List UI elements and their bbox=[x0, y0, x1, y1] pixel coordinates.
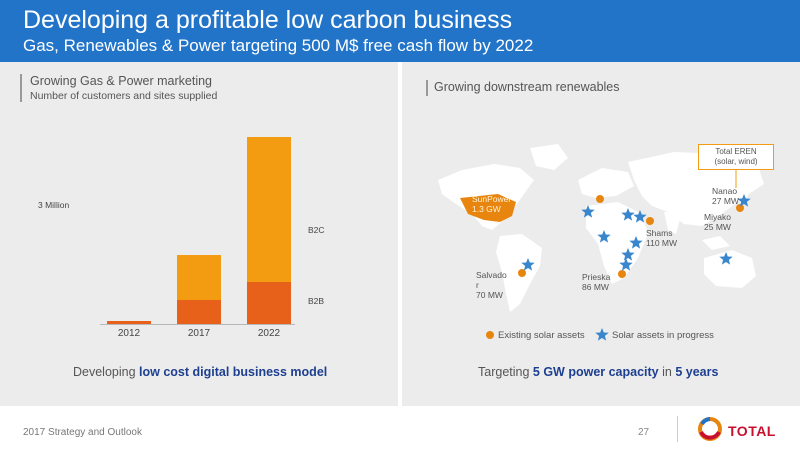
section-divider bbox=[426, 80, 428, 96]
asia-landmass bbox=[628, 152, 764, 226]
star-icon bbox=[521, 258, 535, 271]
existing-asset-dot-shams bbox=[646, 217, 654, 225]
section-title: Growing Gas & Power marketing bbox=[30, 74, 213, 88]
bar-b2b-2017 bbox=[177, 299, 221, 324]
existing-asset-dot-salvador bbox=[518, 269, 526, 277]
label-shams: Shams 110 MW bbox=[646, 228, 678, 249]
gas-power-panel: Growing Gas & Power marketing Number of … bbox=[0, 62, 398, 406]
australia-landmass bbox=[704, 250, 756, 288]
greenland-landmass bbox=[530, 144, 568, 170]
callout-line-2: (solar, wind) bbox=[714, 157, 758, 166]
star-icon bbox=[597, 230, 611, 243]
x-tick-2017: 2017 bbox=[187, 328, 211, 339]
page-subtitle: Gas, Renewables & Power targeting 500 M$… bbox=[23, 36, 534, 55]
star-icon bbox=[629, 236, 643, 249]
legend-existing: Existing solar assets bbox=[498, 330, 585, 341]
header: Developing a profitable low carbon busin… bbox=[0, 0, 800, 62]
total-eren-callout: Total EREN (solar, wind) bbox=[698, 144, 774, 170]
star-icon bbox=[719, 252, 733, 265]
label-salvador: Salvado r 70 MW bbox=[476, 270, 507, 301]
star-icon bbox=[619, 258, 633, 271]
label-prieska: Prieska 86 MW bbox=[582, 272, 611, 293]
section-title: Growing downstream renewables bbox=[434, 80, 620, 94]
existing-asset-dot-miyako bbox=[736, 204, 744, 212]
renewables-panel: Growing downstream renewables bbox=[402, 62, 800, 406]
bar-b2b-2012 bbox=[107, 321, 151, 324]
section-divider bbox=[20, 74, 22, 102]
label-miyako: Miyako 25 MW bbox=[704, 212, 731, 233]
india-landmass bbox=[664, 212, 682, 234]
x-axis bbox=[100, 324, 295, 325]
star-icon bbox=[737, 194, 751, 207]
star-icon bbox=[621, 208, 635, 221]
existing-asset-dot-prieska bbox=[618, 270, 626, 278]
x-tick-2022: 2022 bbox=[257, 328, 281, 339]
page-number: 27 bbox=[638, 427, 650, 438]
total-logo-icon bbox=[698, 417, 722, 441]
footer-divider bbox=[677, 416, 678, 442]
left-caption: Developing low cost digital business mod… bbox=[73, 365, 328, 379]
footer-label: 2017 Strategy and Outlook bbox=[23, 427, 142, 438]
legend-dot-icon bbox=[486, 331, 494, 339]
series-label-b2b: B2B bbox=[308, 296, 325, 306]
series-label-b2c: B2C bbox=[308, 225, 325, 235]
existing-asset-dot bbox=[596, 195, 604, 203]
legend-star-icon bbox=[595, 328, 609, 341]
bar-b2c-2017 bbox=[177, 255, 221, 300]
bar-b2b-2022 bbox=[247, 281, 291, 324]
page-title: Developing a profitable low carbon busin… bbox=[23, 6, 513, 34]
southeast-asia-landmass bbox=[702, 236, 730, 250]
usa-highlight bbox=[460, 194, 516, 222]
bar-b2c-2022 bbox=[247, 137, 291, 282]
total-logo-text: TOTAL bbox=[728, 423, 776, 439]
annotation-3-million: 3 Million bbox=[38, 200, 70, 210]
section-subtitle: Number of customers and sites supplied bbox=[30, 90, 218, 102]
x-tick-2012: 2012 bbox=[117, 328, 141, 339]
legend-in-progress: Solar assets in progress bbox=[612, 330, 714, 341]
in-progress-assets bbox=[521, 194, 751, 271]
star-icon bbox=[621, 248, 635, 261]
callout-line-1: Total EREN bbox=[715, 147, 757, 156]
right-caption: Targeting 5 GW power capacity in 5 years bbox=[478, 365, 719, 379]
label-nanao: Nanao 27 MW bbox=[712, 186, 739, 207]
europe-landmass bbox=[578, 168, 634, 198]
africa-landmass bbox=[586, 202, 648, 284]
star-icon bbox=[633, 210, 647, 223]
label-sunpower: SunPower 1.3 GW bbox=[472, 194, 512, 215]
world-map bbox=[438, 144, 764, 341]
star-icon bbox=[581, 205, 595, 218]
